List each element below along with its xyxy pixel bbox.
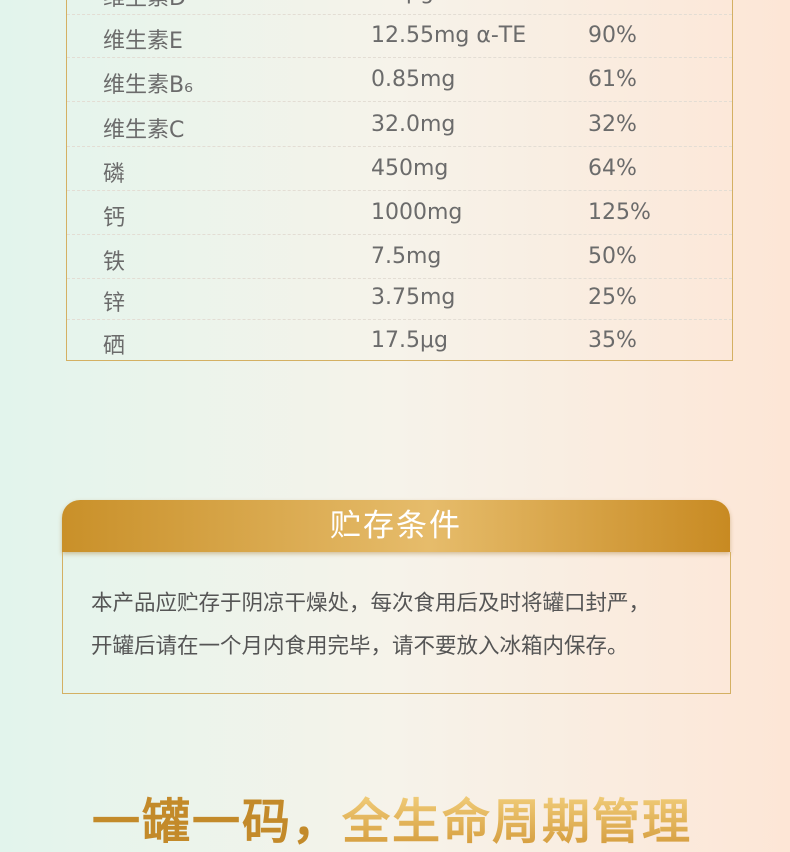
table-cell: 维生素D [103, 0, 186, 12]
table-cell: 61% [588, 67, 637, 92]
storage-title: 贮存条件 [330, 508, 462, 544]
table-cell: 25% [588, 285, 637, 310]
table-cell: 维生素E [103, 29, 183, 54]
storage-text: 本产品应贮存于阴凉干燥处，每次食用后及时将罐口封严， [91, 591, 651, 616]
table-cell: 1000mg [371, 200, 463, 225]
table-cell: 3.75mg [371, 285, 456, 310]
table-cell: 钙 [103, 206, 126, 231]
storage-body: 本产品应贮存于阴凉干燥处，每次食用后及时将罐口封严， 开罐后请在一个月内食用完毕… [62, 552, 731, 694]
table-cell: 35% [588, 328, 637, 353]
table-row: 维生素C 32.0mg 32% [67, 102, 732, 147]
table-cell: 铁 [103, 250, 126, 275]
table-row: 维生素D 7.5μg 150% [67, 0, 732, 15]
headline-part: 一罐一码， [92, 794, 343, 850]
table-cell: 32% [588, 112, 637, 137]
table-row: 维生素B₆ 0.85mg 61% [67, 57, 732, 102]
table-cell: 64% [588, 156, 637, 181]
storage-header: 贮存条件 [62, 500, 730, 552]
table-cell: 450mg [371, 156, 449, 181]
table-cell: 7.5μg [371, 0, 434, 5]
table-row: 钙 1000mg 125% [67, 190, 732, 235]
headline-part: 全生命周期管理 [342, 794, 693, 850]
table-row: 锌 3.75mg 25% [67, 275, 732, 320]
table-row: 磷 450mg 64% [67, 146, 732, 191]
table-row: 铁 7.5mg 50% [67, 234, 732, 279]
table-cell: 磷 [103, 162, 126, 187]
table-cell: 90% [588, 23, 637, 48]
headline: 一罐一码，全生命周期管理 [92, 782, 692, 852]
table-cell: 17.5μg [371, 328, 448, 353]
table-cell: 0.85mg [371, 67, 456, 92]
table-row: 维生素E 12.55mg α-TE 90% [67, 13, 732, 58]
nutrition-table: 维生素D 7.5μg 150% 维生素E 12.55mg α-TE 90% 维生素B₆ 0.8… [66, 0, 733, 361]
table-cell: 维生素C [103, 118, 185, 143]
table-cell: 7.5mg [371, 244, 442, 269]
table-cell: 50% [588, 244, 637, 269]
table-cell: 维生素B₆ [103, 73, 193, 98]
table-cell: 150% [588, 0, 651, 5]
table-row: 硒 17.5μg 35% [67, 318, 732, 362]
table-cell: 锌 [103, 291, 126, 316]
storage-text: 开罐后请在一个月内食用完毕，请不要放入冰箱内保存。 [91, 634, 629, 659]
table-cell: 12.55mg α-TE [371, 23, 527, 48]
table-cell: 硒 [103, 334, 126, 359]
table-cell: 125% [588, 200, 651, 225]
table-cell: 32.0mg [371, 112, 456, 137]
